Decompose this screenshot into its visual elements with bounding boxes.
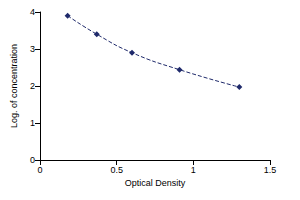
svg-text:1: 1 <box>191 165 196 175</box>
svg-text:1.5: 1.5 <box>264 165 277 175</box>
svg-text:4: 4 <box>30 7 35 17</box>
svg-text:2: 2 <box>30 81 35 91</box>
svg-text:0: 0 <box>37 165 42 175</box>
svg-text:Log. of concentration: Log. of concentration <box>9 44 19 128</box>
svg-text:0.5: 0.5 <box>110 165 123 175</box>
svg-text:0: 0 <box>30 155 35 165</box>
svg-text:Optical Density: Optical Density <box>125 178 186 188</box>
svg-text:3: 3 <box>30 44 35 54</box>
svg-text:1: 1 <box>30 118 35 128</box>
